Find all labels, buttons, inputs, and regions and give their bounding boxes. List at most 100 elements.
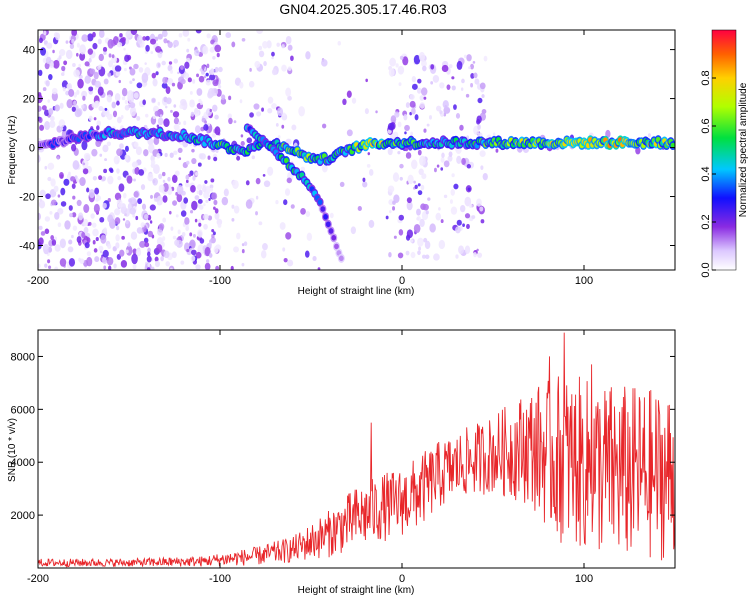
spectrogram-speckle — [495, 148, 499, 153]
spectrogram-speckle — [146, 267, 151, 270]
spectrogram-speckle — [66, 98, 73, 109]
spectrogram-speckle — [153, 164, 160, 175]
spectrogram-speckle — [145, 35, 150, 41]
spectrogram-speckle — [255, 211, 258, 216]
spectrogram-speckle — [116, 100, 120, 106]
spectrogram-speckle — [39, 124, 45, 131]
spectrogram-speckle — [116, 148, 123, 157]
spectrogram-speckle — [281, 44, 285, 49]
spectrogram-speckle — [86, 237, 91, 244]
spectrogram-speckle — [136, 35, 143, 45]
spectrogram-speckle — [448, 64, 453, 69]
spectrogram-speckle — [71, 30, 78, 37]
spectrogram-speckle — [48, 265, 52, 270]
spectrogram-speckle — [84, 242, 90, 249]
spectrogram-speckle — [69, 43, 75, 50]
spectrogram-speckle — [481, 94, 485, 98]
spectrogram-speckle — [456, 60, 463, 70]
spectrogram-speckle — [209, 108, 212, 113]
spectrogram-speckle — [205, 72, 209, 77]
spectrogram-speckle — [421, 60, 427, 68]
spectrogram-speckle — [49, 120, 56, 128]
spectrogram-speckle — [91, 148, 98, 157]
spectrogram-speckle — [423, 96, 427, 100]
spectrogram-branch — [325, 221, 331, 228]
spectrogram-speckle — [59, 238, 66, 249]
spectrogram-speckle — [450, 188, 456, 196]
spectrogram-speckle — [129, 68, 136, 76]
spectrogram-speckle — [466, 164, 472, 169]
spectrogram-speckle — [38, 37, 43, 44]
spectrogram-speckle — [409, 100, 416, 108]
spectrogram-speckle — [47, 259, 51, 264]
spectrogram-speckle — [263, 61, 267, 67]
spectrogram-speckle — [205, 79, 212, 86]
spectrogram-speckle — [245, 180, 250, 186]
spectrogram-speckle — [102, 144, 109, 153]
spectrogram-speckle — [88, 57, 92, 63]
spectrogram-speckle — [155, 45, 162, 53]
spectrogram-speckle — [136, 116, 141, 121]
spectrogram-speckle — [398, 214, 404, 221]
spectrogram-speckle — [90, 213, 95, 219]
spectrogram-speckle — [393, 194, 400, 204]
spectrogram-speckle — [468, 203, 473, 209]
spectrogram-speckle — [116, 225, 120, 231]
spectrogram-speckle — [471, 215, 476, 219]
spectrogram-speckle — [214, 212, 220, 220]
colorbar-tick-label: 0.0 — [700, 262, 712, 277]
spectrogram-speckle — [206, 33, 211, 39]
spectrogram-speckle — [162, 195, 168, 203]
spectrogram-speckle — [231, 41, 236, 48]
spectrogram-speckle — [172, 111, 180, 118]
spectrogram-speckle — [123, 67, 127, 72]
spectrogram-speckle — [68, 171, 71, 176]
spectrogram-speckle — [253, 103, 260, 110]
spectrogram-speckle — [131, 253, 138, 265]
spectrogram-speckle — [167, 78, 174, 85]
spectrogram-branch — [317, 199, 323, 205]
spectrogram-speckle — [147, 230, 154, 238]
spectrogram-speckle — [404, 124, 410, 132]
spectrogram-speckle — [159, 114, 163, 118]
spectrogram-speckle — [459, 124, 464, 131]
spectrogram-speckle — [71, 38, 75, 44]
spectrogram-speckle — [118, 79, 121, 84]
spectrogram-speckle — [96, 120, 101, 127]
spectrogram-speckle — [248, 80, 255, 88]
spectrogram-speckle — [52, 49, 55, 54]
spectrogram-speckle — [169, 267, 173, 270]
spectrogram-speckle — [223, 188, 229, 197]
spectrogram-speckle — [147, 137, 154, 146]
spectrogram-speckle — [98, 175, 103, 181]
spectrogram-speckle — [281, 124, 285, 129]
spectrogram-speckle — [366, 164, 371, 168]
spectrogram-speckle — [409, 111, 413, 116]
spectrogram-speckle — [135, 215, 139, 221]
spectrogram-speckle — [464, 213, 471, 219]
spectrogram-speckle — [161, 30, 168, 38]
spectrogram-speckle — [435, 212, 442, 221]
spectrogram-speckle — [123, 47, 126, 51]
spectrogram-speckle — [157, 33, 163, 40]
spectrogram-speckle — [203, 75, 207, 79]
spectrogram-speckle — [271, 68, 278, 76]
spectrogram-speckle — [68, 205, 73, 211]
spectrogram-speckle — [211, 133, 217, 138]
spectrogram-speckle — [240, 134, 244, 138]
spectrogram-speckle — [189, 100, 195, 108]
spectrogram-speckle — [423, 237, 428, 243]
spectrogram-speckle — [194, 107, 199, 114]
spectrogram-speckle — [390, 115, 397, 123]
colorbar-ticks: 0.0 0.2 0.4 0.6 0.8 — [700, 70, 716, 278]
spectrogram-speckle — [68, 88, 75, 97]
spectrogram-speckle — [86, 256, 93, 267]
spectrogram-speckle — [38, 69, 43, 76]
spectrogram-speckle — [232, 179, 239, 189]
spectrogram-speckle — [419, 155, 426, 167]
spectrogram-speckle — [438, 239, 446, 250]
spectrogram-speckle — [173, 58, 179, 64]
spectrogram-speckle — [263, 180, 271, 188]
spectrogram-speckle — [59, 102, 64, 109]
